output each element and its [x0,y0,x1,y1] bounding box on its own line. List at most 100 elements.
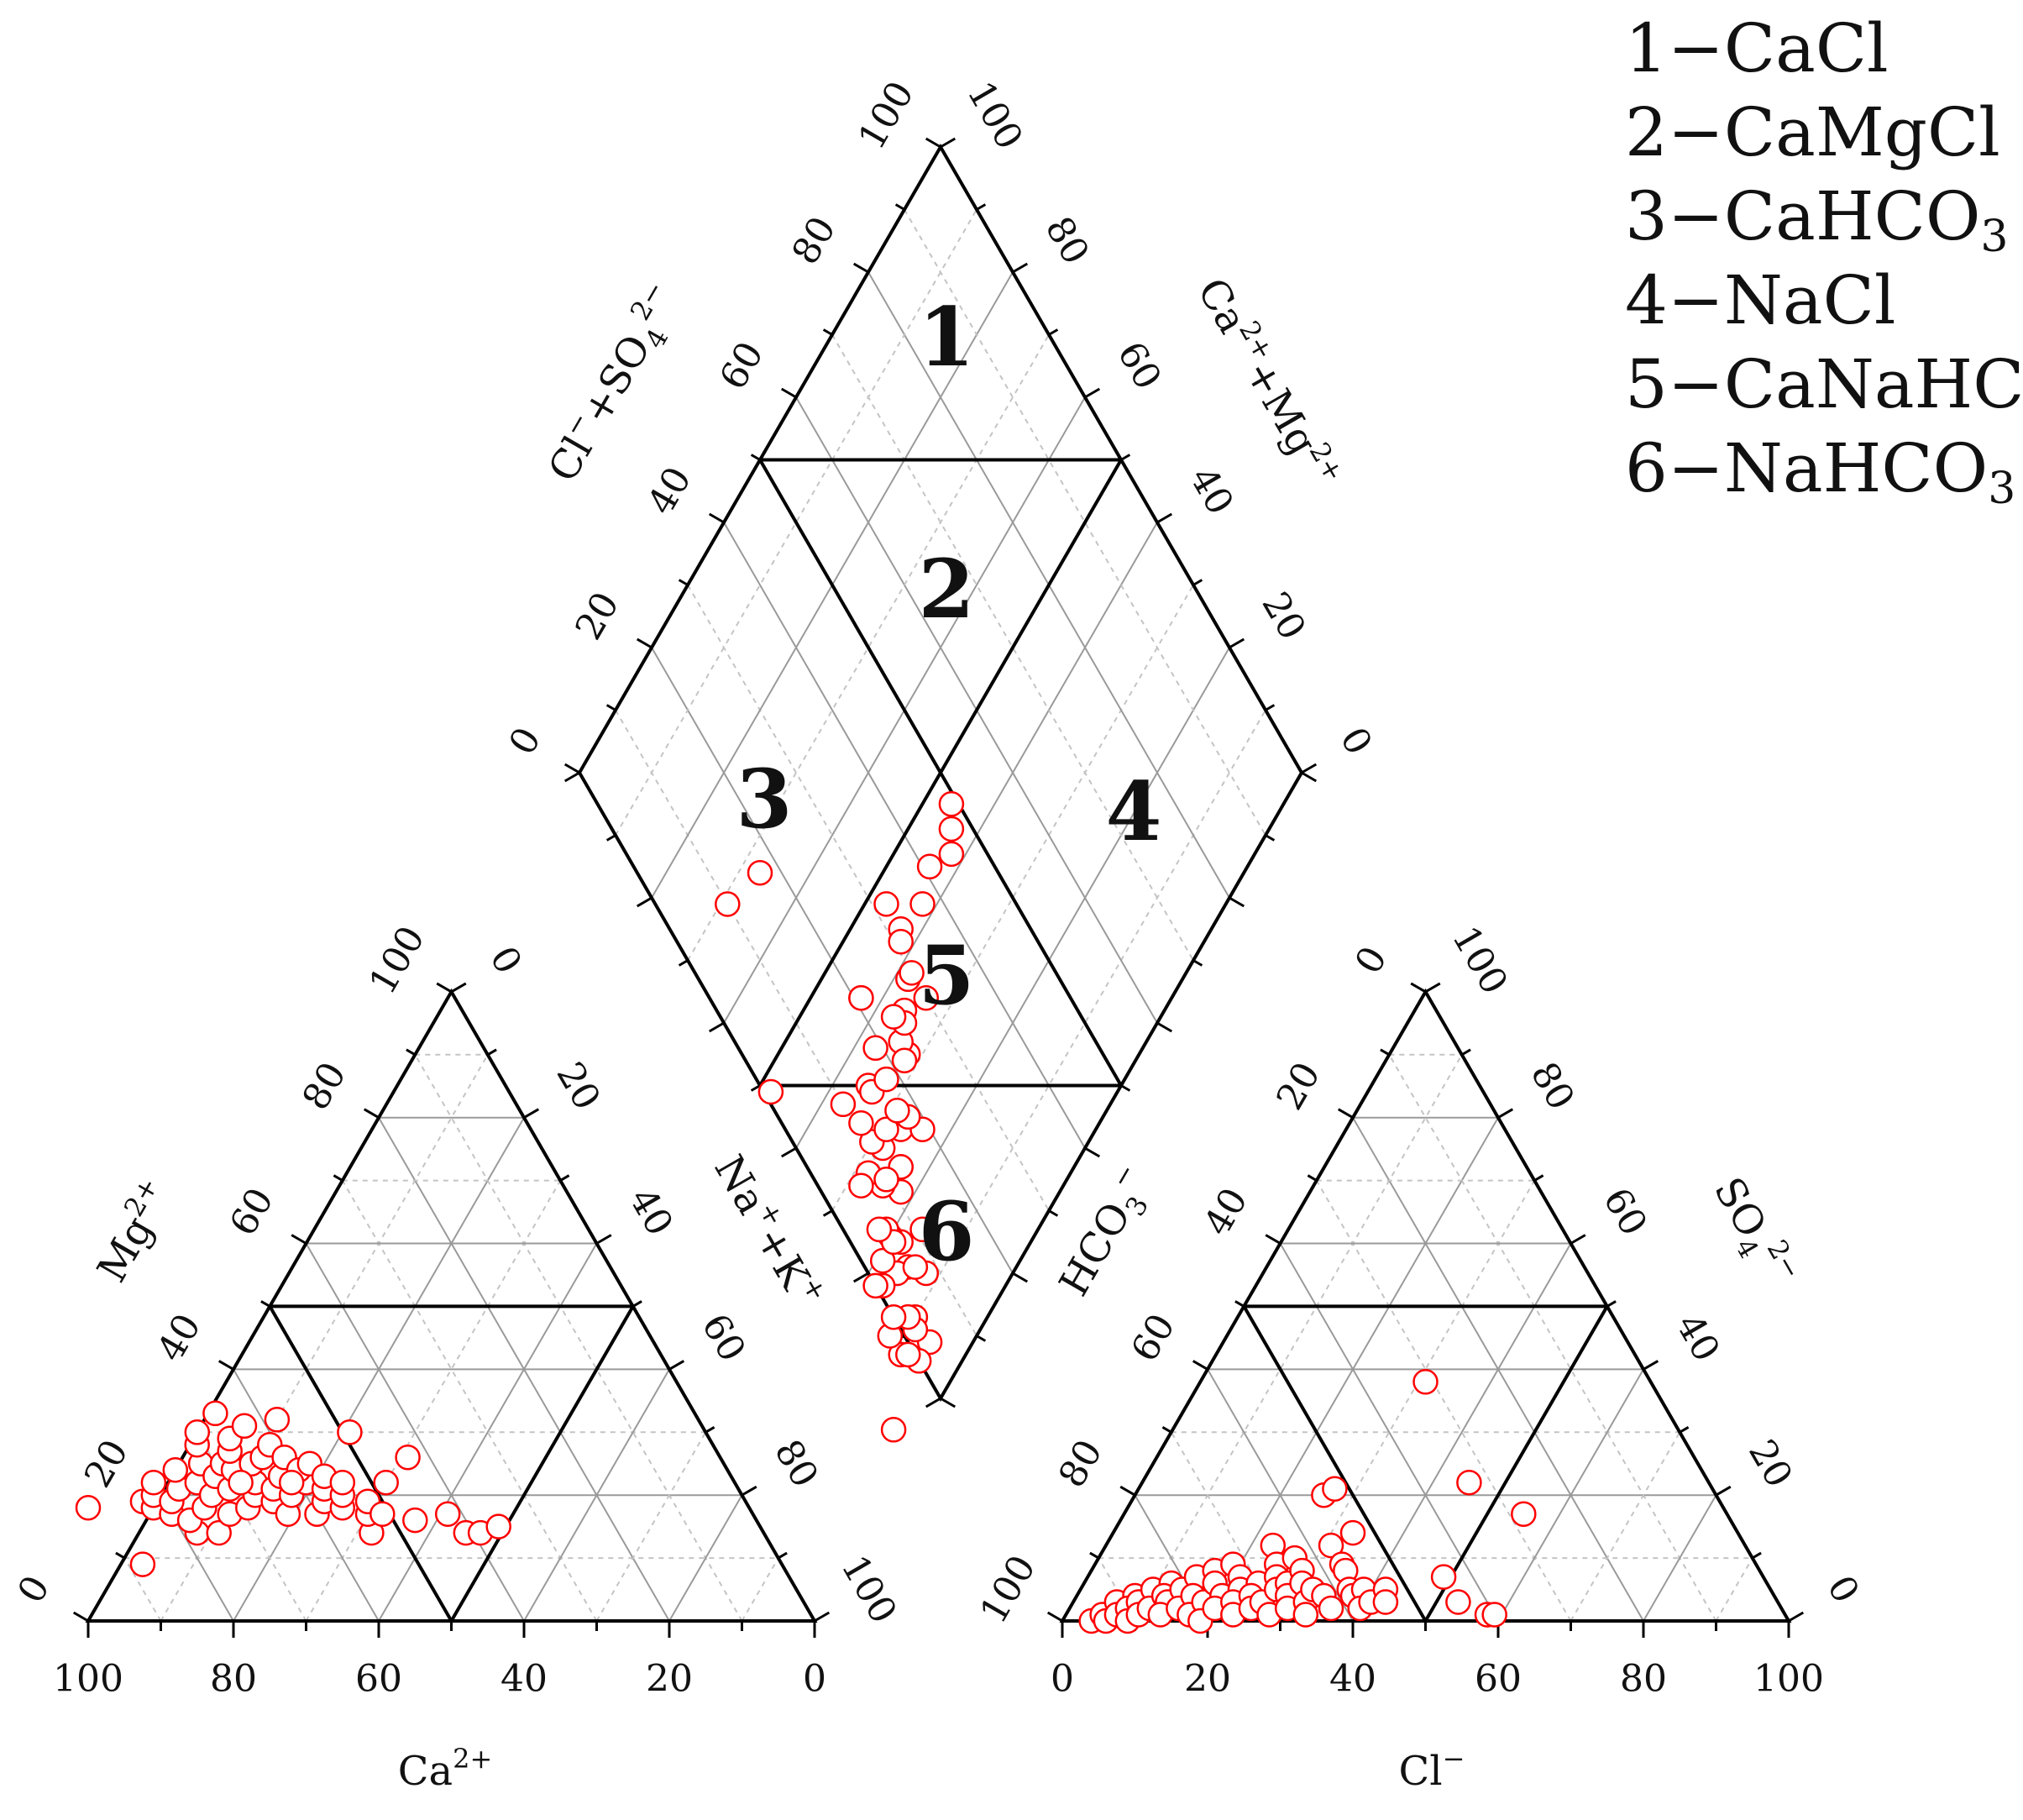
anion-data-point [1339,1519,1366,1546]
grid-line [1134,1054,1463,1622]
tick-mark [1410,982,1427,994]
anion-data-point [1456,1469,1482,1496]
tick-label: 100 [959,74,1031,156]
tick-mark [1161,1426,1172,1434]
cation-data-point [337,1419,363,1445]
tick-mark [976,1335,987,1342]
cation-data-point [434,1501,461,1527]
tick-mark [559,1174,570,1182]
tick-mark [1192,1360,1208,1371]
grid-line [305,1180,562,1622]
svg-text:Mg2+: Mg2+ [84,1172,182,1290]
tick-label: 100 [1444,919,1516,1001]
anion-right-axis-label: SO42− [1699,1167,1809,1298]
tick-mark [632,1300,642,1308]
tick-mark [450,982,467,994]
tick-mark [1643,1360,1659,1371]
region-label-4: 4 [1106,764,1162,859]
tick-label: 20 [76,1433,137,1495]
anion-data-point [1318,1595,1344,1622]
diamond-data-point [909,891,936,917]
grid-line [1315,1180,1572,1622]
grid-line [1643,1494,1717,1622]
tick-mark [668,1360,685,1371]
cation-data-point [162,1456,189,1483]
tick-mark [1089,1551,1100,1560]
cation-left-axis-label: Mg2+ [84,1172,182,1290]
diamond-data-point [873,1116,899,1142]
sample-points [75,791,1537,1634]
anion-data-point [1481,1602,1507,1628]
grid-line [160,1054,489,1622]
tick-mark [1679,1426,1690,1434]
diamond-data-point [848,1109,874,1136]
tick-label: 80 [1522,1055,1583,1117]
tick-label: 20 [1254,585,1314,648]
tick-label: 20 [1740,1433,1800,1495]
anion-data-point [1372,1589,1399,1615]
diamond-data-point [913,984,940,1011]
diamond-data-point [873,891,899,917]
grid-line [741,1557,779,1622]
tick-mark [333,1174,343,1182]
tick-mark [705,1426,715,1434]
cation-data-point [329,1469,356,1496]
tick-label: 20 [1184,1658,1231,1701]
tick-label: 40 [1196,1181,1256,1243]
tick-mark [822,328,833,336]
region-boundaries [268,458,1609,1623]
cation-data-point [264,1407,291,1433]
tick-label: 80 [210,1658,257,1701]
tick-label: 40 [1668,1307,1728,1369]
tick-mark [1120,454,1131,461]
svg-text:SO42−: SO42− [1699,1167,1809,1298]
tick-mark [1497,1108,1514,1119]
diamond-data-point [862,1272,888,1299]
region-label-6: 6 [919,1184,975,1279]
tick-label: 100 [1753,1658,1824,1701]
tick-label: 40 [149,1307,209,1369]
tick-mark [1307,1174,1318,1182]
tick-mark [595,1234,612,1245]
tick-mark [1752,1551,1762,1560]
tick-mark [605,704,616,711]
grid-line [595,1431,707,1622]
grid-line [1570,1431,1681,1622]
tick-label: 100 [361,919,433,1001]
diamond-data-point [848,984,874,1011]
tick-label: 60 [694,1307,754,1369]
cation-right-axis-label: Na++K+ [705,1147,835,1306]
legend-item-4: 4−NaCl [1625,261,1895,339]
diamond-data-point [866,1216,893,1243]
tick-mark [925,137,941,149]
tick-mark [780,1146,797,1158]
tick-mark [1012,1272,1029,1283]
region-label-1: 1 [919,290,975,385]
tick-label: 100 [850,74,922,156]
tick-mark [1715,1485,1732,1497]
facies-boundary [268,1305,453,1622]
grid-line [1715,1557,1753,1622]
legend-item-2: 2−CaMgCl [1625,93,2000,171]
tick-mark [406,1048,417,1057]
diamond-data-point [891,1047,918,1073]
tick-label: 80 [1051,1433,1111,1495]
tick-mark [1192,579,1203,586]
tick-mark [563,763,580,774]
tick-mark [436,982,453,994]
tick-mark [1192,959,1203,967]
tick-mark [940,137,956,149]
tick-label: 60 [355,1658,402,1701]
tick-mark [1788,1611,1805,1623]
anion-x-axis-label: Cl− [1399,1743,1465,1795]
legend-item-6: 6−NaHCO3 [1625,429,2015,514]
diamond-data-point [899,960,925,986]
cation-data-point [369,1501,396,1527]
grid-line [1388,1054,1717,1622]
tick-mark [291,1234,307,1245]
tick-label: 100 [833,1548,905,1630]
facies-boundary [1242,1305,1428,1622]
cation-data-point [373,1469,399,1496]
tick-label: 0 [803,1658,826,1701]
diamond-data-point [747,859,773,886]
